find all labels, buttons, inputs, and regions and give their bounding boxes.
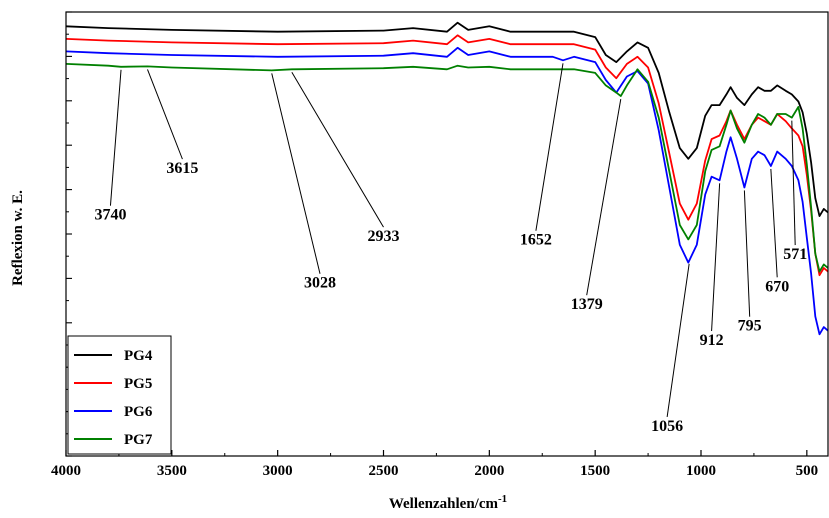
annotation-layer: 3740 3615 3028 2933 1652 1379 1056 912 795 670 571 xyxy=(94,63,807,435)
annotation-label-912: 912 xyxy=(700,332,724,349)
legend-label-pg5: PG5 xyxy=(124,376,152,392)
legend: PG4 PG5 PG6 PG7 xyxy=(67,335,172,455)
annotation-leader-912 xyxy=(711,183,721,332)
annotation-leader-670 xyxy=(770,168,778,278)
annotation-label-795: 795 xyxy=(738,318,762,335)
series-line-pg4 xyxy=(65,21,829,217)
annotation-leader-1652 xyxy=(535,63,564,231)
annotation-leader-795 xyxy=(743,190,751,317)
annotation-label-670: 670 xyxy=(765,278,789,295)
annotation-leader-1379 xyxy=(586,99,622,296)
axes-layer xyxy=(65,11,829,457)
series-layer xyxy=(65,21,829,336)
annotation-label-2933: 2933 xyxy=(368,228,400,245)
x-tick-label-2000: 2000 xyxy=(474,463,504,479)
annotation-label-1652: 1652 xyxy=(520,232,552,249)
annotation-label-3615: 3615 xyxy=(166,160,198,177)
series-line-pg5 xyxy=(65,34,829,277)
x-axis-title: Wellenzahlen/cm-1 xyxy=(389,493,507,512)
annotation-leader-571 xyxy=(791,120,796,246)
x-axis-title-main: Wellenzahlen/cm xyxy=(389,496,499,512)
x-tick-label-500: 500 xyxy=(796,463,819,479)
annotation-label-1379: 1379 xyxy=(571,296,603,313)
legend-box xyxy=(67,335,172,455)
series-line-pg6 xyxy=(65,46,829,336)
annotation-leader-3028 xyxy=(271,73,321,274)
annotation-leader-3740 xyxy=(109,69,122,206)
x-tick-label-1500: 1500 xyxy=(580,463,610,479)
legend-label-pg4: PG4 xyxy=(124,348,153,364)
annotation-label-3740: 3740 xyxy=(94,207,126,224)
x-tick-label-1000: 1000 xyxy=(686,463,716,479)
x-tick-label-4000: 4000 xyxy=(51,463,81,479)
annotation-label-3028: 3028 xyxy=(304,275,336,292)
x-axis-ticks: 4000 3500 3000 2500 2000 1500 1000 500 xyxy=(51,450,818,479)
x-tick-label-3000: 3000 xyxy=(263,463,293,479)
annotation-leader-3615 xyxy=(147,69,183,160)
annotation-leader-1056 xyxy=(666,263,690,418)
x-tick-label-3500: 3500 xyxy=(157,463,187,479)
series-line-pg7 xyxy=(65,63,829,273)
annotation-leader-2933 xyxy=(291,72,384,228)
y-axis-title: Reflexion w. E. xyxy=(10,190,26,286)
x-axis-title-superscript: -1 xyxy=(498,493,507,505)
annotation-label-571: 571 xyxy=(783,246,807,263)
x-tick-label-2500: 2500 xyxy=(369,463,399,479)
legend-label-pg7: PG7 xyxy=(124,432,153,448)
legend-label-pg6: PG6 xyxy=(124,404,153,420)
annotation-label-1056: 1056 xyxy=(651,418,683,435)
plot-frame xyxy=(65,11,829,457)
